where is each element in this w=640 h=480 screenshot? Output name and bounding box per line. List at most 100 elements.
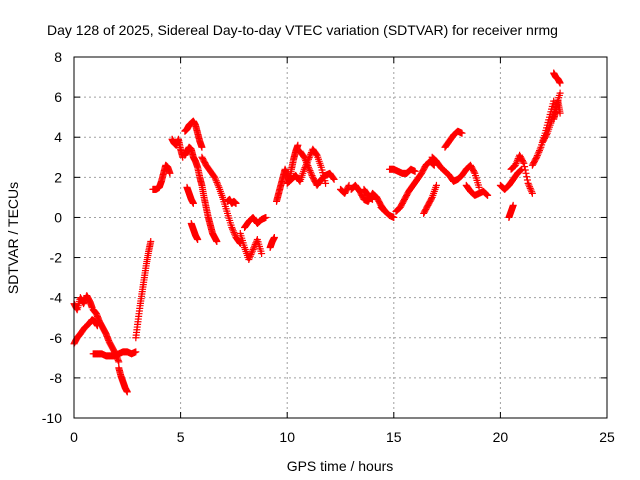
data-point bbox=[305, 163, 313, 171]
data-point bbox=[556, 79, 564, 87]
data-point bbox=[228, 223, 236, 231]
data-point bbox=[330, 175, 338, 183]
data-point bbox=[246, 252, 254, 260]
data-point bbox=[211, 175, 219, 183]
plot-frame bbox=[73, 56, 608, 419]
data-point bbox=[532, 155, 540, 163]
data-point bbox=[483, 191, 491, 199]
data-point bbox=[229, 227, 237, 235]
chart-title: Day 128 of 2025, Sidereal Day-to-day VTE… bbox=[47, 22, 558, 38]
data-point bbox=[189, 199, 197, 207]
data-point bbox=[509, 201, 517, 209]
data-point bbox=[329, 174, 337, 182]
data-point bbox=[381, 207, 389, 215]
data-point bbox=[543, 131, 551, 139]
data-point bbox=[246, 254, 254, 262]
data-point bbox=[458, 129, 466, 137]
data-point bbox=[470, 168, 478, 176]
grid-lines bbox=[74, 57, 607, 418]
y-tick-label: -10 bbox=[42, 410, 62, 426]
data-point bbox=[521, 163, 529, 171]
data-point bbox=[248, 247, 256, 255]
data-point bbox=[194, 236, 202, 244]
data-point bbox=[232, 199, 240, 207]
y-axis-label: SDTVAR / TECUs bbox=[5, 182, 21, 294]
data-point bbox=[556, 109, 564, 117]
data-point bbox=[432, 181, 440, 189]
data-point bbox=[411, 167, 419, 175]
data-point bbox=[228, 225, 236, 233]
data-point bbox=[533, 152, 541, 160]
data-point bbox=[524, 179, 532, 187]
data-point bbox=[521, 166, 529, 174]
data-point bbox=[535, 147, 543, 155]
x-axis-label: GPS time / hours bbox=[287, 458, 394, 474]
data-point bbox=[294, 141, 302, 149]
data-point bbox=[475, 183, 483, 191]
data-point bbox=[322, 179, 330, 187]
data-point bbox=[302, 158, 310, 166]
data-point bbox=[231, 230, 239, 238]
data-point bbox=[380, 206, 388, 214]
data-point bbox=[304, 162, 312, 170]
data-point bbox=[198, 143, 206, 151]
data-point bbox=[526, 184, 534, 192]
data-point bbox=[115, 358, 123, 366]
data-point bbox=[367, 194, 375, 202]
data-point bbox=[528, 189, 536, 197]
data-point bbox=[528, 188, 536, 196]
data-point bbox=[147, 238, 155, 246]
data-point bbox=[556, 89, 564, 97]
data-point bbox=[166, 169, 174, 177]
data-point bbox=[513, 158, 521, 166]
data-point bbox=[123, 388, 131, 396]
data-point bbox=[305, 165, 313, 173]
data-point bbox=[523, 176, 531, 184]
y-tick-label: 8 bbox=[54, 49, 62, 65]
data-point bbox=[482, 190, 490, 198]
data-point bbox=[390, 213, 398, 221]
data-point bbox=[519, 158, 527, 166]
data-point bbox=[213, 238, 221, 246]
data-point bbox=[306, 167, 314, 175]
data-point bbox=[535, 148, 543, 156]
data-point bbox=[381, 207, 389, 215]
data-point bbox=[526, 183, 534, 191]
data-point bbox=[230, 228, 238, 236]
data-point bbox=[523, 173, 531, 181]
data-point bbox=[249, 246, 257, 254]
data-point bbox=[368, 195, 376, 203]
data-point bbox=[536, 145, 544, 153]
data-point bbox=[300, 153, 308, 161]
data-point bbox=[484, 191, 492, 199]
data-point bbox=[302, 157, 310, 165]
data-point bbox=[212, 177, 220, 185]
y-tick-label: 6 bbox=[54, 89, 62, 105]
x-tick-label: 25 bbox=[599, 429, 615, 445]
data-point bbox=[520, 159, 528, 167]
data-point bbox=[516, 167, 524, 175]
data-point bbox=[527, 186, 535, 194]
data-point bbox=[211, 173, 219, 181]
data-point bbox=[132, 348, 140, 356]
y-tick-label: 2 bbox=[54, 169, 62, 185]
data-point bbox=[312, 150, 320, 158]
data-point bbox=[247, 251, 255, 259]
data-point bbox=[258, 250, 266, 258]
x-tick-label: 20 bbox=[493, 429, 509, 445]
data-point bbox=[522, 169, 530, 177]
data-point bbox=[270, 234, 278, 241]
data-point bbox=[511, 161, 519, 169]
data-point bbox=[301, 155, 309, 163]
data-point bbox=[534, 150, 542, 158]
data-point bbox=[245, 256, 253, 264]
y-tick-label: -4 bbox=[50, 290, 63, 306]
data-point bbox=[307, 168, 315, 176]
x-tick-label: 5 bbox=[177, 429, 185, 445]
data-point bbox=[368, 195, 376, 203]
y-tick-label: 4 bbox=[54, 129, 62, 145]
data-points bbox=[70, 69, 564, 396]
x-tick-label: 10 bbox=[279, 429, 295, 445]
data-point bbox=[214, 182, 222, 190]
